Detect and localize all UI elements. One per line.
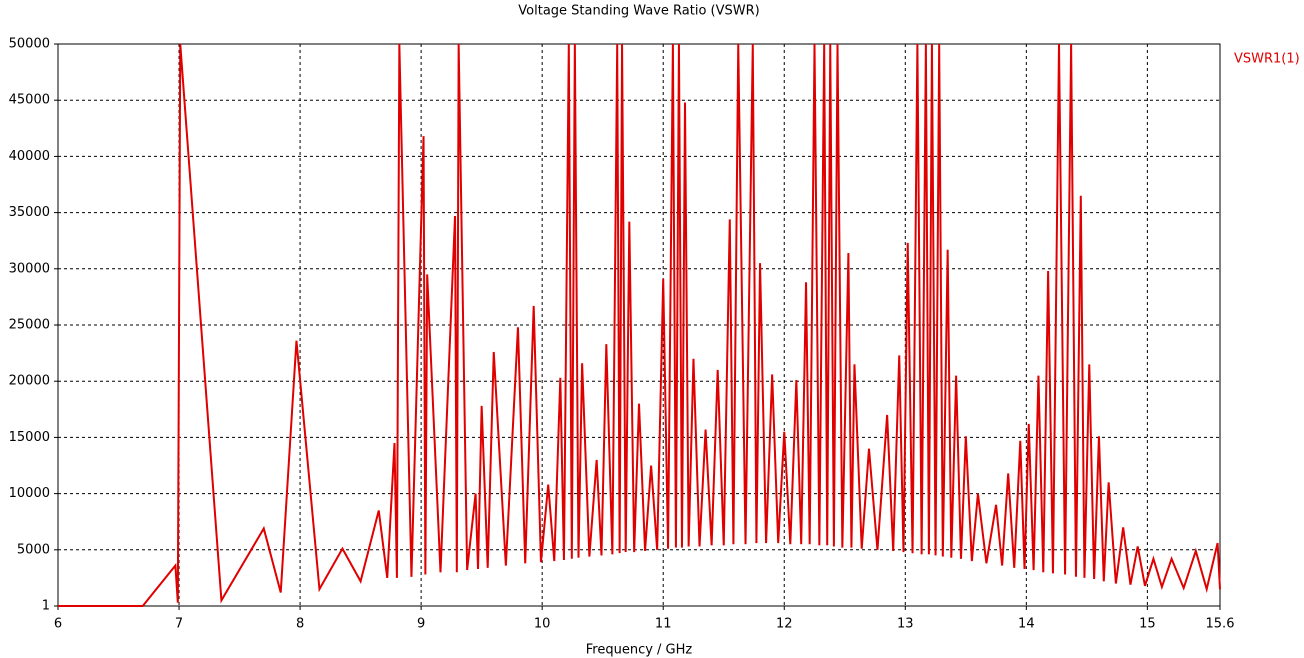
y-tick-label: 45000 [9, 93, 50, 108]
x-tick-label: 10 [534, 617, 551, 632]
y-tick-label: 50000 [9, 37, 50, 52]
y-tick-label: 30000 [9, 261, 50, 276]
x-tick-label: 12 [776, 617, 793, 632]
series-line [58, 43, 1221, 607]
y-tick-label: 1 [42, 599, 50, 614]
y-tick-label: 35000 [9, 205, 50, 220]
y-tick-label: 40000 [9, 149, 50, 164]
x-tick-label: 6 [54, 617, 62, 632]
y-tick-label: 20000 [9, 374, 50, 389]
x-tick-label: 11 [655, 617, 672, 632]
chart-title: Voltage Standing Wave Ratio (VSWR) [518, 4, 759, 19]
x-tick-label: 15 [1139, 617, 1156, 632]
y-tick-label: 10000 [9, 486, 50, 501]
y-tick-label: 15000 [9, 430, 50, 445]
x-tick-label: 7 [175, 617, 183, 632]
x-tick-label: 14 [1018, 617, 1035, 632]
x-tick-label: 15.6 [1206, 617, 1235, 632]
y-tick-label: 5000 [17, 542, 50, 557]
x-tick-label: 8 [296, 617, 304, 632]
y-tick-label: 25000 [9, 318, 50, 333]
x-tick-label: 9 [417, 617, 425, 632]
legend-label: VSWR1(1) [1234, 52, 1300, 67]
x-tick-label: 13 [897, 617, 914, 632]
x-axis-label: Frequency / GHz [586, 643, 693, 658]
